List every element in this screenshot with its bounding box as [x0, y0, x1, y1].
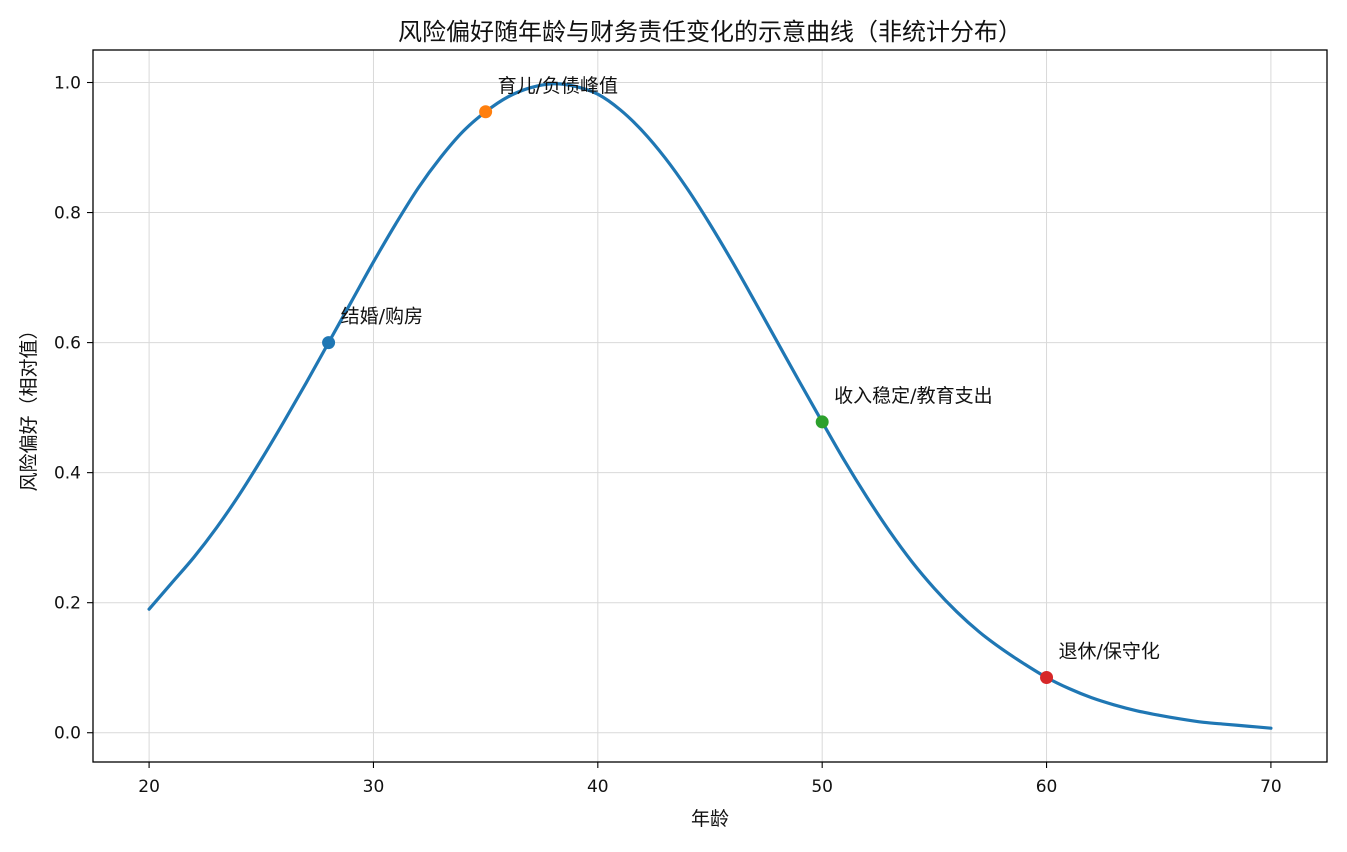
y-axis-label: 风险偏好（相对值）	[18, 320, 40, 491]
x-tick-label: 20	[138, 777, 160, 797]
x-tick-label: 60	[1036, 777, 1058, 797]
event-markers	[322, 105, 1054, 684]
chart-title: 风险偏好随年龄与财务责任变化的示意曲线（非统计分布）	[398, 18, 1022, 46]
x-axis-label: 年龄	[691, 808, 729, 830]
event-marker	[479, 105, 493, 119]
event-annotation: 结婚/购房	[341, 306, 423, 328]
y-axis-ticks: 0.0 0.2 0.4 0.6 0.8 1.0	[54, 74, 93, 744]
y-tick-label: 0.6	[54, 334, 81, 354]
x-tick-label: 50	[811, 777, 833, 797]
x-tick-label: 70	[1260, 777, 1282, 797]
y-tick-label: 0.4	[54, 464, 81, 484]
event-marker	[1040, 670, 1054, 684]
event-marker	[322, 336, 336, 350]
plot-frame	[92, 49, 1328, 763]
y-tick-label: 0.8	[54, 204, 81, 224]
event-annotation: 育儿/负债峰值	[498, 75, 618, 97]
risk-preference-curve	[147, 82, 1273, 730]
x-axis-ticks: 20 30 40 50 60 70	[138, 762, 1282, 797]
y-tick-label: 0.0	[54, 724, 81, 744]
y-tick-label: 0.2	[54, 594, 81, 614]
x-tick-label: 30	[363, 777, 385, 797]
event-annotation: 收入稳定/教育支出	[834, 385, 992, 407]
event-marker	[815, 415, 829, 429]
grid-lines	[93, 50, 1327, 762]
y-tick-label: 1.0	[54, 74, 81, 94]
x-tick-label: 40	[587, 777, 609, 797]
event-annotation: 退休/保守化	[1059, 640, 1160, 662]
